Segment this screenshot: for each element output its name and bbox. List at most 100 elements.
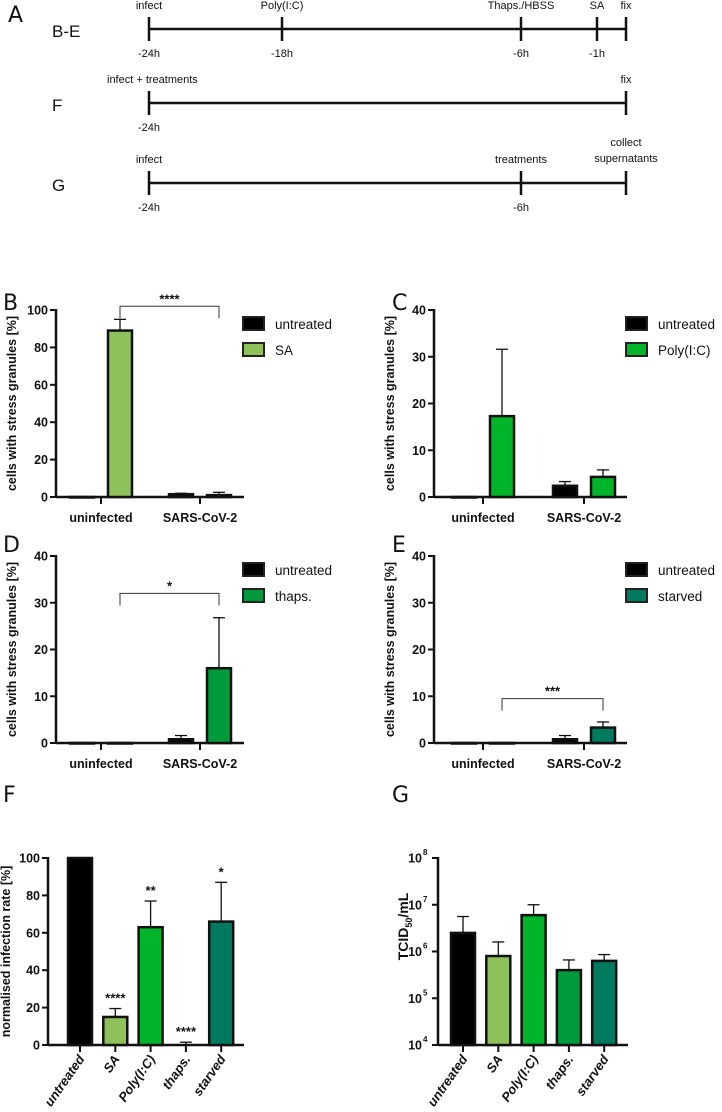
significance-stars: * [219, 864, 225, 879]
legend-swatch [625, 316, 648, 331]
significance-stars: **** [105, 991, 126, 1006]
significance-stars: * [167, 578, 173, 593]
y-tick-label: 10 [408, 1039, 422, 1053]
y-tick-label: 0 [33, 1039, 40, 1053]
legend-label: untreated [275, 563, 332, 578]
bar-SA [485, 954, 512, 1047]
y-tick-label: 10 [412, 690, 426, 704]
timeline-time-label: -6h [513, 48, 529, 60]
y-tick-label: 10 [408, 852, 422, 866]
y-tick-label: 0 [41, 491, 48, 505]
timeline-event-label: SA [590, 0, 605, 12]
legend-label: starved [658, 589, 702, 604]
y-tick-label: 0 [419, 737, 426, 751]
bar-untreated-SARS-CoV-2 [167, 492, 195, 499]
y-tick-label: 100 [19, 852, 40, 866]
y-tick-label: 0 [41, 737, 48, 751]
timeline-time-label: -24h [138, 202, 160, 214]
x-tick-label: uninfected [451, 511, 514, 525]
y-tick-label: 10 [34, 690, 48, 704]
y-axis-label: cells with stress granules [%] [5, 562, 19, 737]
bar-starved-uninfected [488, 741, 516, 745]
panel-letter-C: C [392, 291, 407, 316]
bar-untreated-uninfected [68, 495, 96, 499]
panel-letter-E: E [392, 533, 406, 558]
panel-letter-G: G [392, 783, 409, 808]
timeline-event-label: infect + treatments [107, 74, 198, 86]
bar-thaps.-uninfected [106, 741, 134, 745]
y-axis-label-main: TCID [395, 928, 411, 961]
bar-Poly(I:C)-uninfected [488, 414, 516, 499]
legend-label: untreated [658, 563, 715, 578]
x-tick-label: uninfected [69, 511, 132, 525]
timeline-event-label: fix [621, 74, 633, 86]
panel-letter-B: B [3, 291, 18, 316]
y-axis-label: cells with stress granules [%] [383, 562, 397, 737]
legend-swatch [242, 588, 265, 603]
legend-label: untreated [658, 317, 715, 332]
legend-label: Poly(I:C) [658, 343, 711, 358]
x-tick-label: uninfected [69, 757, 132, 771]
timeline-label: G [52, 176, 65, 195]
x-tick-label: thaps. [159, 1052, 193, 1092]
panel-letter-A: A [8, 3, 23, 28]
timeline-time-label: -6h [513, 202, 529, 214]
y-axis-label: cells with stress granules [%] [383, 316, 397, 491]
y-tick-label: 60 [26, 926, 40, 940]
y-axis-label-tail: /mL [395, 892, 411, 917]
bar-starved [207, 920, 235, 1047]
bar-untreated-SARS-CoV-2 [167, 738, 195, 745]
bar-thaps.-SARS-CoV-2 [205, 666, 233, 745]
bar-untreated-SARS-CoV-2 [551, 484, 579, 499]
y-tick-label: 10 [412, 444, 426, 458]
bar-Poly(I:C)-SARS-CoV-2 [589, 475, 617, 499]
y-tick-exponent: 6 [423, 942, 428, 951]
legend-swatch [242, 316, 265, 331]
legend-label: SA [275, 343, 293, 358]
bar-untreated [66, 856, 94, 1047]
x-tick-label: SARS-CoV-2 [547, 757, 621, 771]
bar-Poly(I:C) [520, 913, 547, 1047]
bar-starved-SARS-CoV-2 [589, 726, 617, 745]
y-tick-label: 30 [412, 596, 426, 610]
panel-letter-D: D [3, 533, 20, 558]
y-tick-label: 30 [412, 350, 426, 364]
timeline-time-label: -24h [138, 48, 160, 60]
bar-thaps. [555, 968, 583, 1047]
legend-label: thaps. [275, 589, 312, 604]
significance-bracket [119, 592, 220, 606]
timeline-time-label: -24h [138, 122, 160, 134]
timeline-label: B-E [52, 22, 80, 41]
y-tick-label: 20 [412, 397, 426, 411]
significance-bracket [119, 305, 220, 319]
bar-SA [102, 1015, 129, 1047]
timeline-event-label: Poly(I:C) [261, 0, 304, 12]
y-tick-label: 0 [419, 491, 426, 505]
y-tick-label: 80 [34, 341, 48, 355]
y-tick-exponent: 7 [423, 895, 428, 904]
bar-Poly(I:C) [137, 925, 164, 1047]
x-tick-label: untreated [41, 1051, 88, 1109]
significance-stars: ** [146, 883, 157, 898]
y-tick-label: 60 [34, 378, 48, 392]
timeline-event-label: Thaps./HBSS [488, 0, 555, 12]
bar-untreated-SARS-CoV-2 [551, 738, 579, 745]
y-tick-label: 40 [412, 550, 426, 564]
significance-stars: **** [159, 291, 180, 306]
significance-stars: **** [176, 1024, 197, 1039]
y-axis-label: normalised infection rate [%] [0, 866, 13, 1038]
x-tick-label: SA [483, 1052, 506, 1075]
legend-swatch [625, 562, 648, 577]
timeline-label: F [52, 96, 62, 115]
x-tick-label: uninfected [451, 757, 514, 771]
legend-swatch [242, 342, 265, 357]
y-axis-label: TCID50/mL [395, 892, 414, 960]
x-tick-label: SARS-CoV-2 [163, 757, 237, 771]
timeline-event-label: infect [136, 0, 162, 12]
legend-label: untreated [275, 317, 332, 332]
y-tick-label: 40 [412, 304, 426, 318]
bar-untreated-uninfected [450, 741, 478, 745]
bar-starved [590, 959, 618, 1047]
significance-stars: *** [545, 684, 561, 699]
